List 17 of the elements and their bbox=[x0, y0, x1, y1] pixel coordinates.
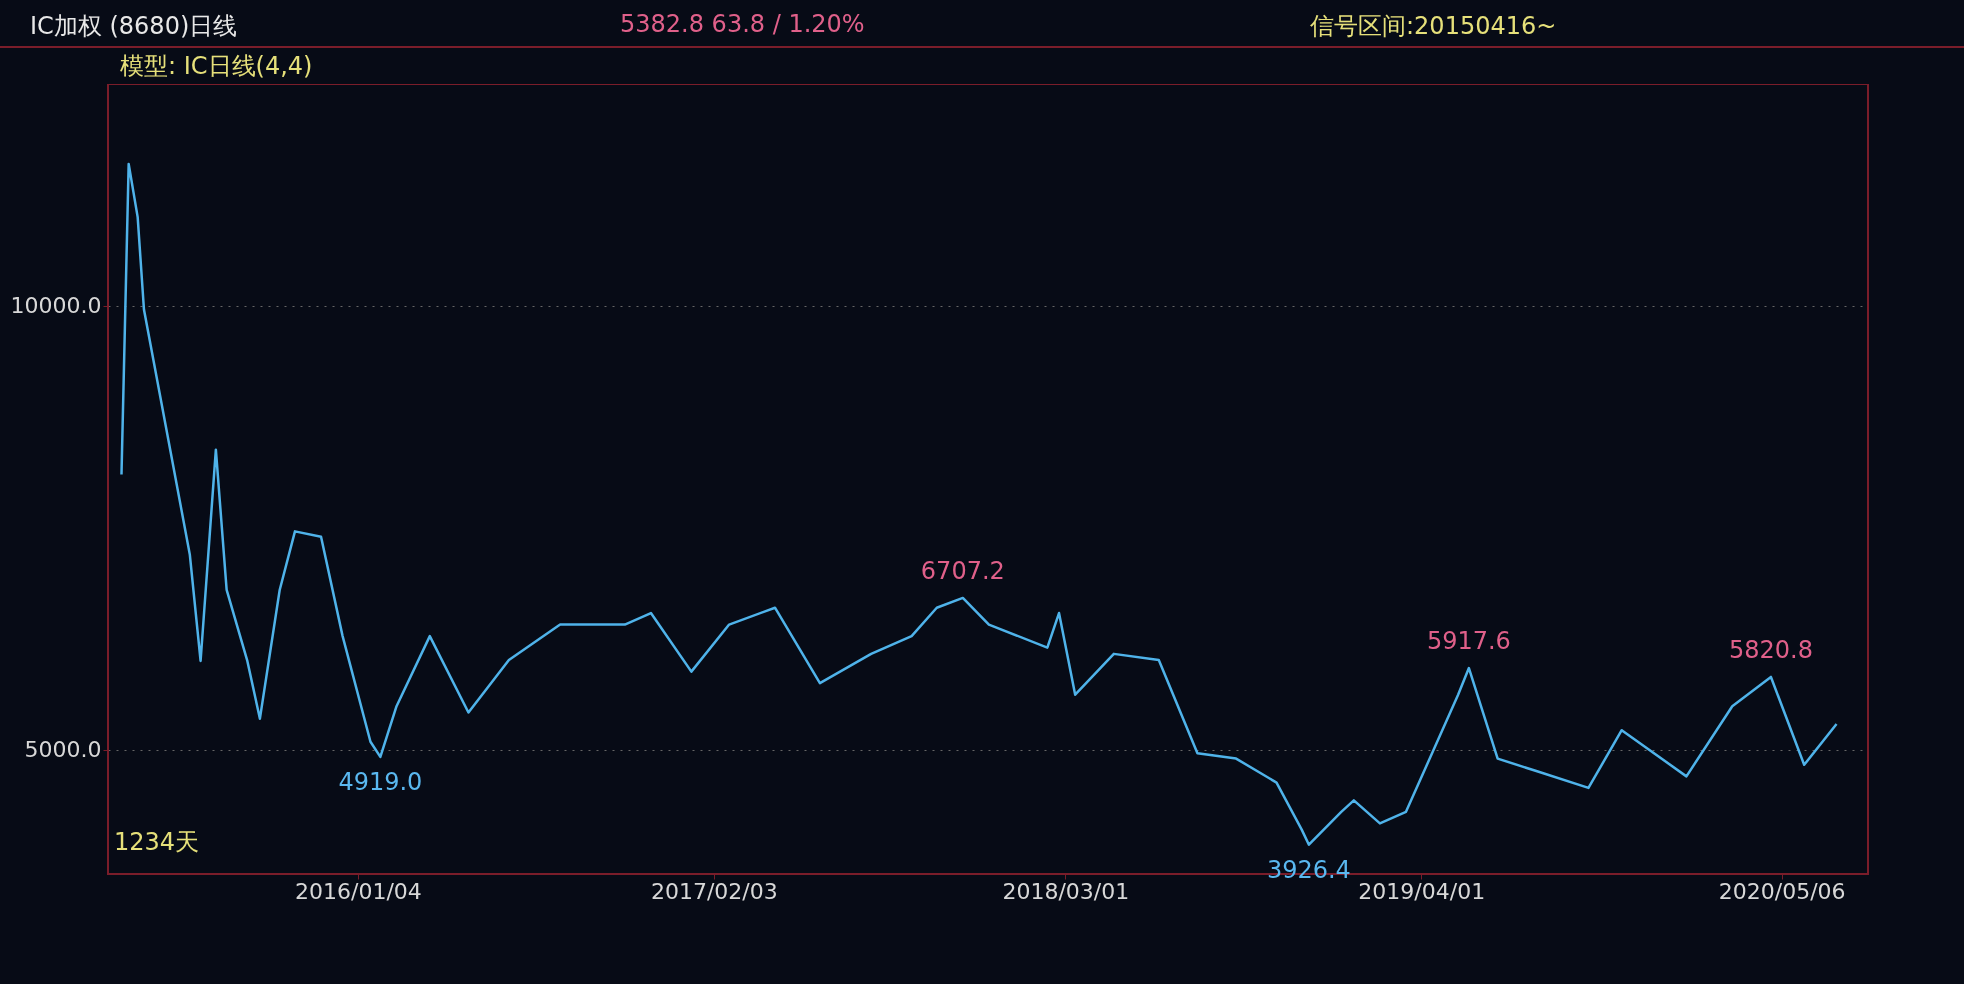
text: 模型: IC日线(4,4) bbox=[120, 51, 313, 82]
annotation: 4919.0 bbox=[338, 767, 423, 796]
annotation: 6707.2 bbox=[920, 557, 1005, 586]
chart-subtitle: 5382.8 63.8 / 1.20% bbox=[620, 10, 865, 38]
annotation: 5917.6 bbox=[1426, 627, 1511, 656]
x-tick-label: 2020/05/06 bbox=[1718, 878, 1846, 904]
annotation: 3926.4 bbox=[1266, 856, 1351, 885]
x-tick-label: 2018/03/01 bbox=[1002, 878, 1130, 904]
x-tick-label: 2016/01/04 bbox=[294, 878, 422, 904]
x-tick-label: 2017/02/03 bbox=[650, 878, 778, 904]
y-tick-label: 5000.0 bbox=[24, 737, 102, 763]
annotation: 5820.8 bbox=[1728, 635, 1813, 664]
x-tick-label: 2019/04/01 bbox=[1358, 878, 1486, 904]
y-tick-label: 10000.0 bbox=[10, 293, 102, 319]
text: 信号区间:20150416~ bbox=[1310, 11, 1557, 42]
annotation: 1234天 bbox=[114, 828, 200, 856]
chart-title: IC加权 (8680)日线 bbox=[30, 11, 238, 42]
